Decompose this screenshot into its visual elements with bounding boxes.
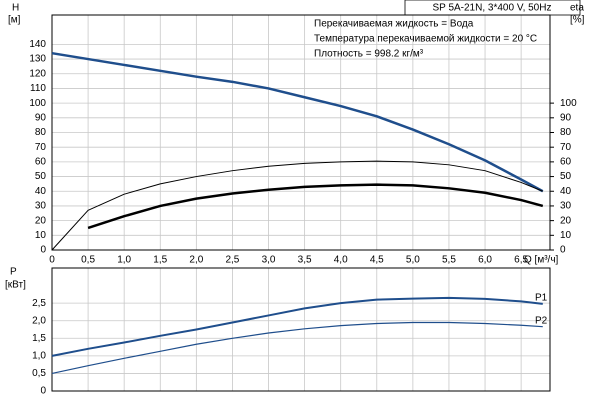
y-tick-label: 80 xyxy=(35,127,47,138)
y2-tick-label: 90 xyxy=(560,112,572,123)
x-tick-label: 4,5 xyxy=(370,255,384,266)
curve xyxy=(51,321,543,375)
y-tick-label: 1,0 xyxy=(32,350,46,361)
x-tick-label: 3,5 xyxy=(298,255,312,266)
y-tick-label: 60 xyxy=(35,157,47,168)
y2-tick-label: 20 xyxy=(560,215,572,226)
y2-tick-label: 10 xyxy=(560,230,572,241)
y2-tick-label: 100 xyxy=(560,98,577,109)
x-tick-label: 1,5 xyxy=(153,255,167,266)
curve xyxy=(51,160,543,251)
x-tick-label: 4,0 xyxy=(334,255,348,266)
curve xyxy=(51,51,544,193)
y-tick-label: 1,5 xyxy=(32,333,46,344)
y-tick-label: 40 xyxy=(35,186,47,197)
x-tick-label: 1,0 xyxy=(117,255,131,266)
y-tick-label: 100 xyxy=(29,98,46,109)
y-tick-label: 90 xyxy=(35,112,47,123)
y-tick-label: 0 xyxy=(40,386,46,397)
x-tick-label: 2,5 xyxy=(225,255,239,266)
y-tick-label: 10 xyxy=(35,230,47,241)
y-unit: [м] xyxy=(8,15,21,26)
y-label: H xyxy=(12,3,19,14)
y-label: P xyxy=(10,267,17,278)
plot-frame xyxy=(51,267,551,392)
y-tick-label: 30 xyxy=(35,201,47,212)
legend-label: P1 xyxy=(535,292,548,303)
legend-label: P2 xyxy=(535,315,548,326)
x-tick-label: 2,0 xyxy=(189,255,203,266)
x-tick-label: 6,0 xyxy=(478,255,492,266)
x-tick-label: 6,5 xyxy=(514,255,528,266)
y-tick-label: 110 xyxy=(30,83,46,94)
y-tick-label: 0,5 xyxy=(32,368,46,379)
y-tick-label: 70 xyxy=(35,142,47,153)
annotation: Перекачиваемая жидкость = Вода xyxy=(314,19,474,30)
x-tick-label: 5,0 xyxy=(406,255,420,266)
curve xyxy=(51,296,543,357)
y2-tick-label: 40 xyxy=(560,186,572,197)
x-label: Q [м³/ч] xyxy=(524,255,559,266)
y2-label: eta xyxy=(570,3,584,14)
x-tick-label: 0 xyxy=(49,255,55,266)
x-tick-label: 5,5 xyxy=(442,255,456,266)
y2-tick-label: 80 xyxy=(560,127,572,138)
y-tick-label: 2,5 xyxy=(32,298,46,309)
y2-unit: [%] xyxy=(570,15,585,26)
y-tick-label: 130 xyxy=(29,54,46,65)
y-tick-label: 140 xyxy=(29,39,46,50)
chart-title: SP 5A-21N, 3*400 V, 50Hz xyxy=(433,3,552,14)
y-unit: [кВт] xyxy=(5,280,26,291)
y-tick-label: 50 xyxy=(35,171,47,182)
plot-frame xyxy=(51,14,551,251)
y2-tick-label: 0 xyxy=(560,245,566,256)
curve xyxy=(87,183,544,230)
y-tick-label: 20 xyxy=(35,215,47,226)
x-tick-label: 0,5 xyxy=(81,255,95,266)
y-tick-label: 2,0 xyxy=(32,315,46,326)
y2-tick-label: 70 xyxy=(560,142,572,153)
y-tick-label: 0 xyxy=(40,245,46,256)
y2-tick-label: 30 xyxy=(560,201,572,212)
y2-tick-label: 60 xyxy=(560,157,572,168)
y-tick-label: 120 xyxy=(29,68,46,79)
annotation: Плотность = 998.2 кг/м³ xyxy=(314,49,424,60)
x-tick-label: 3,0 xyxy=(262,255,276,266)
annotation: Температура перекачиваемой жидкости = 20… xyxy=(314,34,537,45)
y2-tick-label: 50 xyxy=(560,171,572,182)
